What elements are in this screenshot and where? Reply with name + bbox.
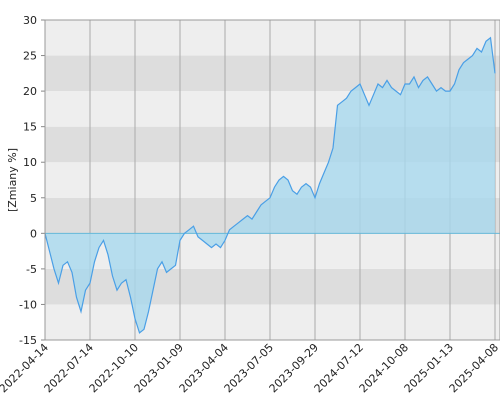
y-tick-label: -15 <box>19 334 37 347</box>
y-tick-label: 15 <box>23 121 37 134</box>
y-tick-label: 30 <box>23 14 37 27</box>
y-tick-label: 20 <box>23 85 37 98</box>
y-tick-label: 0 <box>30 227 37 240</box>
y-axis-label: [Zmiany %] <box>6 148 19 212</box>
area <box>45 37 495 333</box>
y-tick-label: 10 <box>23 156 37 169</box>
y-tick-label: -5 <box>26 263 37 276</box>
band <box>45 304 500 340</box>
plot-frame <box>44 19 500 341</box>
y-tick-label: -10 <box>19 298 37 311</box>
y-tick-label: 25 <box>23 50 37 63</box>
band <box>45 20 500 56</box>
y-tick-label: 5 <box>30 192 37 205</box>
line <box>44 36 496 334</box>
